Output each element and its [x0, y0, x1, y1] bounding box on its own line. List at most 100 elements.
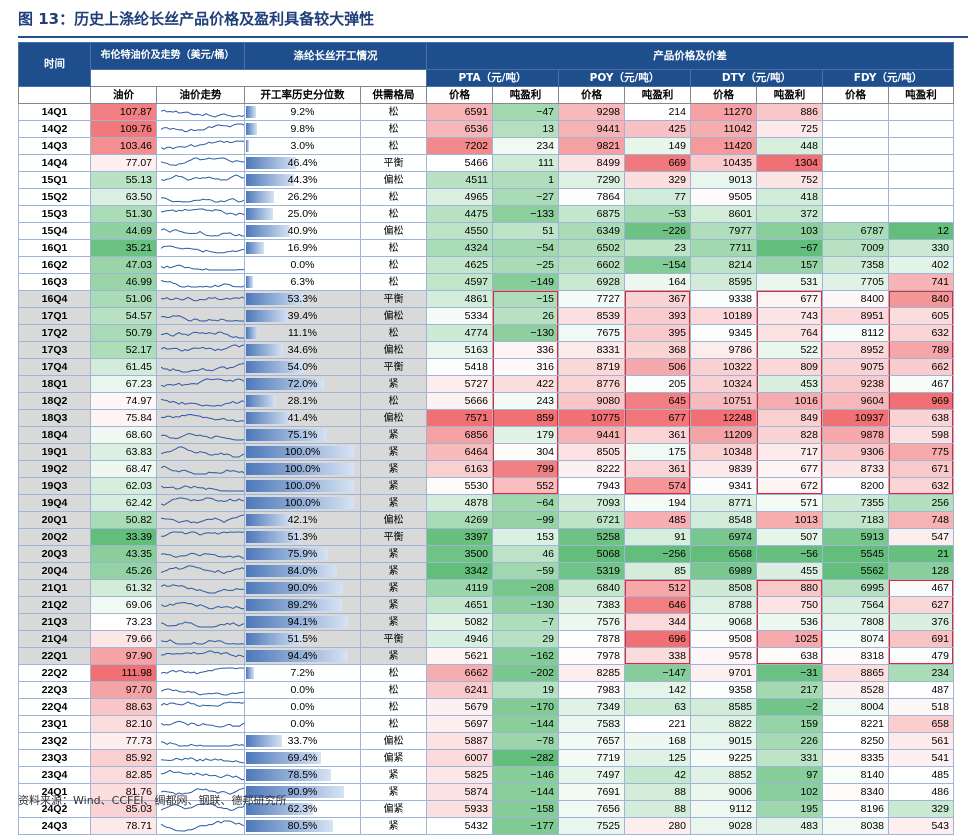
- cell-oil-price: 82.10: [90, 715, 157, 733]
- cell-poy-p: 63: [624, 698, 691, 716]
- oil-trend-sparkline: [161, 787, 244, 796]
- oil-trend-sparkline: [161, 639, 244, 645]
- cell-pta-p: −282: [492, 749, 559, 767]
- table-row: 15Q3 51.30 25.0% 松 4475 −133 6875 −53 8601 372: [18, 205, 954, 223]
- cell-pta-p: 29: [492, 630, 559, 648]
- cell-poy-p: 338: [624, 647, 691, 665]
- cell-pta-p: 316: [492, 358, 559, 376]
- cell-period: 15Q2: [18, 188, 91, 206]
- cell-dty-p: 453: [756, 375, 823, 393]
- cell-operating-rate: 94.4%: [244, 647, 361, 665]
- operating-rate-bar: [246, 429, 328, 441]
- cell-oil-price: 55.13: [90, 171, 157, 189]
- cell-supply-demand: 平衡: [360, 290, 427, 308]
- operating-rate-bar: [246, 565, 337, 577]
- cell-pta: 6241: [426, 681, 493, 699]
- cell-poy-p: 512: [624, 579, 691, 597]
- cell-poy: 8776: [558, 375, 625, 393]
- cell-fdy: [822, 154, 889, 172]
- cell-poy: 6721: [558, 511, 625, 529]
- cell-dty-p: 828: [756, 426, 823, 444]
- cell-fdy: 8140: [822, 766, 889, 784]
- operating-rate-value: 9.8%: [290, 122, 315, 135]
- cell-oil-trend: [156, 154, 245, 172]
- cell-operating-rate: 94.1%: [244, 613, 361, 631]
- table-row: 19Q4 62.42 100.0% 紧 4878 −64 7093 194 8771 571 735…: [18, 494, 954, 512]
- cell-poy-p: 142: [624, 681, 691, 699]
- operating-rate-bar: [246, 514, 292, 526]
- cell-operating-rate: 41.4%: [244, 409, 361, 427]
- cell-fdy-p: 234: [888, 664, 954, 682]
- subheader-oil-trend: 油价走势: [156, 86, 245, 104]
- cell-operating-rate: 0.0%: [244, 256, 361, 274]
- cell-oil-price: 43.35: [90, 545, 157, 563]
- operating-rate-value: 42.1%: [287, 513, 318, 526]
- cell-poy-p: 485: [624, 511, 691, 529]
- cell-pta-p: 19: [492, 681, 559, 699]
- cell-oil-price: 88.63: [90, 698, 157, 716]
- cell-fdy: [822, 120, 889, 138]
- cell-dty: 9006: [690, 783, 757, 801]
- cell-pta: 5933: [426, 800, 493, 818]
- cell-fdy: 8733: [822, 460, 889, 478]
- cell-pta: 6856: [426, 426, 493, 444]
- operating-rate-value: 100.0%: [284, 445, 321, 458]
- table-row: 14Q1 107.87 9.2% 松 6591 −47 9298 214 11270 886: [18, 103, 954, 121]
- cell-poy: 5319: [558, 562, 625, 580]
- table-row: 17Q3 52.17 34.6% 偏松 5163 336 8331 368 9786 522 895…: [18, 341, 954, 359]
- table-row: 14Q4 77.07 46.4% 平衡 5466 111 8499 669 10435 1304: [18, 154, 954, 172]
- cell-supply-demand: 偏松: [360, 409, 427, 427]
- cell-dty-p: 159: [756, 715, 823, 733]
- cell-operating-rate: 90.9%: [244, 783, 361, 801]
- cell-period: 20Q3: [18, 545, 91, 563]
- cell-oil-price: 61.45: [90, 358, 157, 376]
- oil-trend-sparkline: [161, 398, 244, 407]
- cell-dty-p: 1013: [756, 511, 823, 529]
- cell-fdy: 8335: [822, 749, 889, 767]
- cell-oil-trend: [156, 596, 245, 614]
- cell-period: 17Q1: [18, 307, 91, 325]
- cell-dty: 10189: [690, 307, 757, 325]
- table-row: 16Q4 51.06 53.3% 平衡 4861 −15 7727 367 9338 677 840…: [18, 290, 954, 308]
- cell-period: 22Q2: [18, 664, 91, 682]
- cell-fdy: 5913: [822, 528, 889, 546]
- operating-rate-value: 100.0%: [284, 462, 321, 475]
- cell-oil-trend: [156, 647, 245, 665]
- cell-fdy: [822, 171, 889, 189]
- cell-poy-p: 368: [624, 341, 691, 359]
- operating-rate-value: 3.0%: [290, 139, 315, 152]
- cell-pta-p: −27: [492, 188, 559, 206]
- cell-poy: 7691: [558, 783, 625, 801]
- cell-pta: 6536: [426, 120, 493, 138]
- operating-rate-value: 28.1%: [287, 394, 318, 407]
- cell-poy: 6349: [558, 222, 625, 240]
- cell-dty: 10348: [690, 443, 757, 461]
- cell-period: 17Q4: [18, 358, 91, 376]
- table-row: 14Q2 109.76 9.8% 松 6536 13 9441 425 11042 725: [18, 120, 954, 138]
- cell-oil-trend: [156, 528, 245, 546]
- cell-fdy: 8340: [822, 783, 889, 801]
- oil-trend-sparkline: [161, 413, 244, 423]
- cell-dty-p: −67: [756, 239, 823, 257]
- cell-poy-p: 214: [624, 103, 691, 121]
- table-row: 22Q1 97.90 94.4% 紧 5621 −162 7978 338 9578 638 831…: [18, 647, 954, 665]
- cell-oil-trend: [156, 358, 245, 376]
- cell-oil-price: 44.69: [90, 222, 157, 240]
- table-row: 17Q1 54.57 39.4% 偏松 5334 26 8539 393 10189 743 895…: [18, 307, 954, 325]
- cell-period: 20Q4: [18, 562, 91, 580]
- cell-poy: 6602: [558, 256, 625, 274]
- operating-rate-bar: [246, 157, 297, 169]
- cell-pta: 6662: [426, 664, 493, 682]
- cell-operating-rate: 100.0%: [244, 477, 361, 495]
- cell-poy: 8331: [558, 341, 625, 359]
- cell-dty-p: 418: [756, 188, 823, 206]
- cell-pta-p: 46: [492, 545, 559, 563]
- cell-oil-price: 77.07: [90, 154, 157, 172]
- cell-poy: 7093: [558, 494, 625, 512]
- cell-oil-trend: [156, 494, 245, 512]
- cell-supply-demand: 松: [360, 273, 427, 291]
- cell-period: 19Q4: [18, 494, 91, 512]
- cell-pta: 5432: [426, 817, 493, 835]
- cell-fdy-p: 402: [888, 256, 954, 274]
- oil-trend-sparkline: [161, 769, 244, 781]
